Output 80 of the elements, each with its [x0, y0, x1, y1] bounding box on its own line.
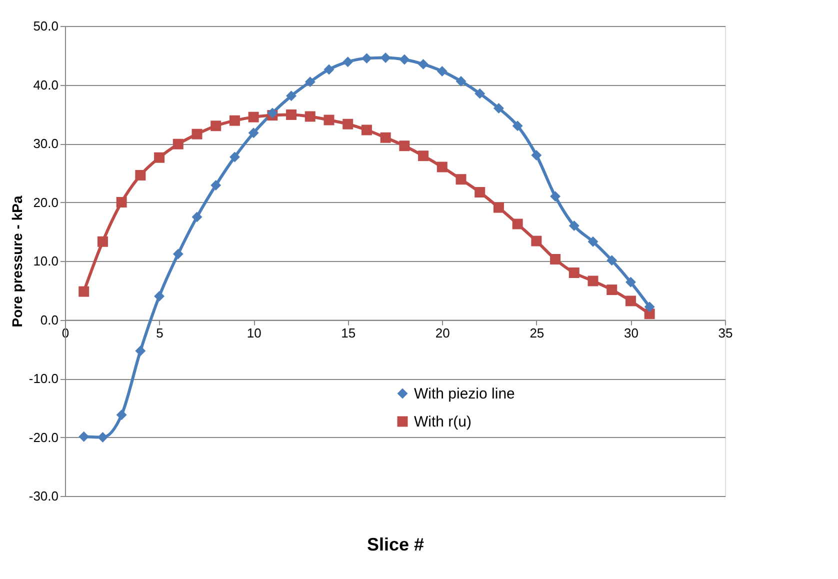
- point: [418, 58, 429, 70]
- point: [512, 120, 523, 132]
- y-tick-label: -30.0: [28, 488, 58, 504]
- point: [267, 108, 278, 118]
- point: [78, 286, 90, 297]
- point: [606, 255, 618, 266]
- point: [229, 115, 240, 126]
- point: [192, 128, 202, 140]
- x-tick-label: 20: [435, 325, 450, 340]
- point: [588, 276, 598, 286]
- y-axis-title: Pore pressure - kPa: [8, 196, 25, 328]
- point: [229, 152, 240, 162]
- point: [342, 118, 354, 130]
- point: [78, 431, 90, 442]
- point: [304, 76, 316, 88]
- point: [135, 170, 146, 180]
- point: [568, 220, 580, 231]
- point: [248, 128, 259, 138]
- point: [380, 52, 391, 63]
- x-tick-label: 10: [246, 325, 262, 340]
- point: [474, 187, 486, 198]
- legend-label: With piezio line: [414, 386, 515, 402]
- x-tick-label: 5: [156, 325, 164, 340]
- point: [116, 410, 127, 420]
- point: [116, 197, 127, 208]
- x-tick-label: 15: [341, 325, 356, 340]
- point: [625, 296, 636, 306]
- point: [512, 218, 523, 230]
- point: [342, 56, 354, 68]
- point: [172, 248, 184, 260]
- point: [474, 88, 486, 99]
- point: [436, 66, 448, 76]
- point: [324, 114, 334, 126]
- x-tick-label: 30: [624, 325, 638, 340]
- point: [286, 90, 297, 102]
- point: [97, 432, 108, 442]
- point: [286, 109, 297, 120]
- point: [154, 291, 165, 302]
- point: [550, 254, 561, 264]
- point: [135, 346, 146, 356]
- point: [456, 174, 466, 185]
- point: [493, 103, 504, 114]
- point: [644, 302, 655, 312]
- y-tick-label: 10.0: [33, 254, 58, 268]
- legend-label: With r(u): [414, 414, 472, 430]
- point: [399, 140, 410, 152]
- point: [531, 150, 542, 160]
- x-tick-label: 35: [718, 325, 733, 340]
- point: [568, 268, 580, 278]
- y-tick-label: -10.0: [28, 371, 58, 386]
- point: [304, 111, 316, 122]
- y-tick-label: 30.0: [33, 136, 58, 151]
- point: [399, 54, 410, 65]
- y-tick-label: 20.0: [33, 194, 58, 210]
- point: [210, 180, 222, 190]
- point: [172, 138, 184, 150]
- y-tick-label: 0.0: [40, 312, 58, 328]
- point: [361, 53, 372, 64]
- point: [436, 162, 448, 172]
- point: [625, 276, 636, 288]
- x-axis-title: Slice #: [366, 534, 424, 554]
- point: [192, 212, 202, 222]
- y-tick-label: -20.0: [28, 430, 58, 445]
- point: [380, 132, 391, 143]
- point: [418, 150, 429, 162]
- y-tick-label: 40.0: [33, 77, 58, 92]
- point: [97, 236, 108, 247]
- y-tick-label: 50.0: [33, 18, 58, 34]
- point: [456, 76, 466, 86]
- x-tick-label: 25: [530, 325, 544, 340]
- point: [493, 202, 504, 213]
- point: [531, 236, 542, 246]
- point: [588, 236, 598, 247]
- point: [154, 152, 165, 163]
- point: [248, 112, 259, 122]
- point: [550, 191, 561, 202]
- point: [361, 124, 372, 136]
- point: [210, 120, 222, 132]
- point: [324, 64, 334, 75]
- point: [606, 284, 618, 296]
